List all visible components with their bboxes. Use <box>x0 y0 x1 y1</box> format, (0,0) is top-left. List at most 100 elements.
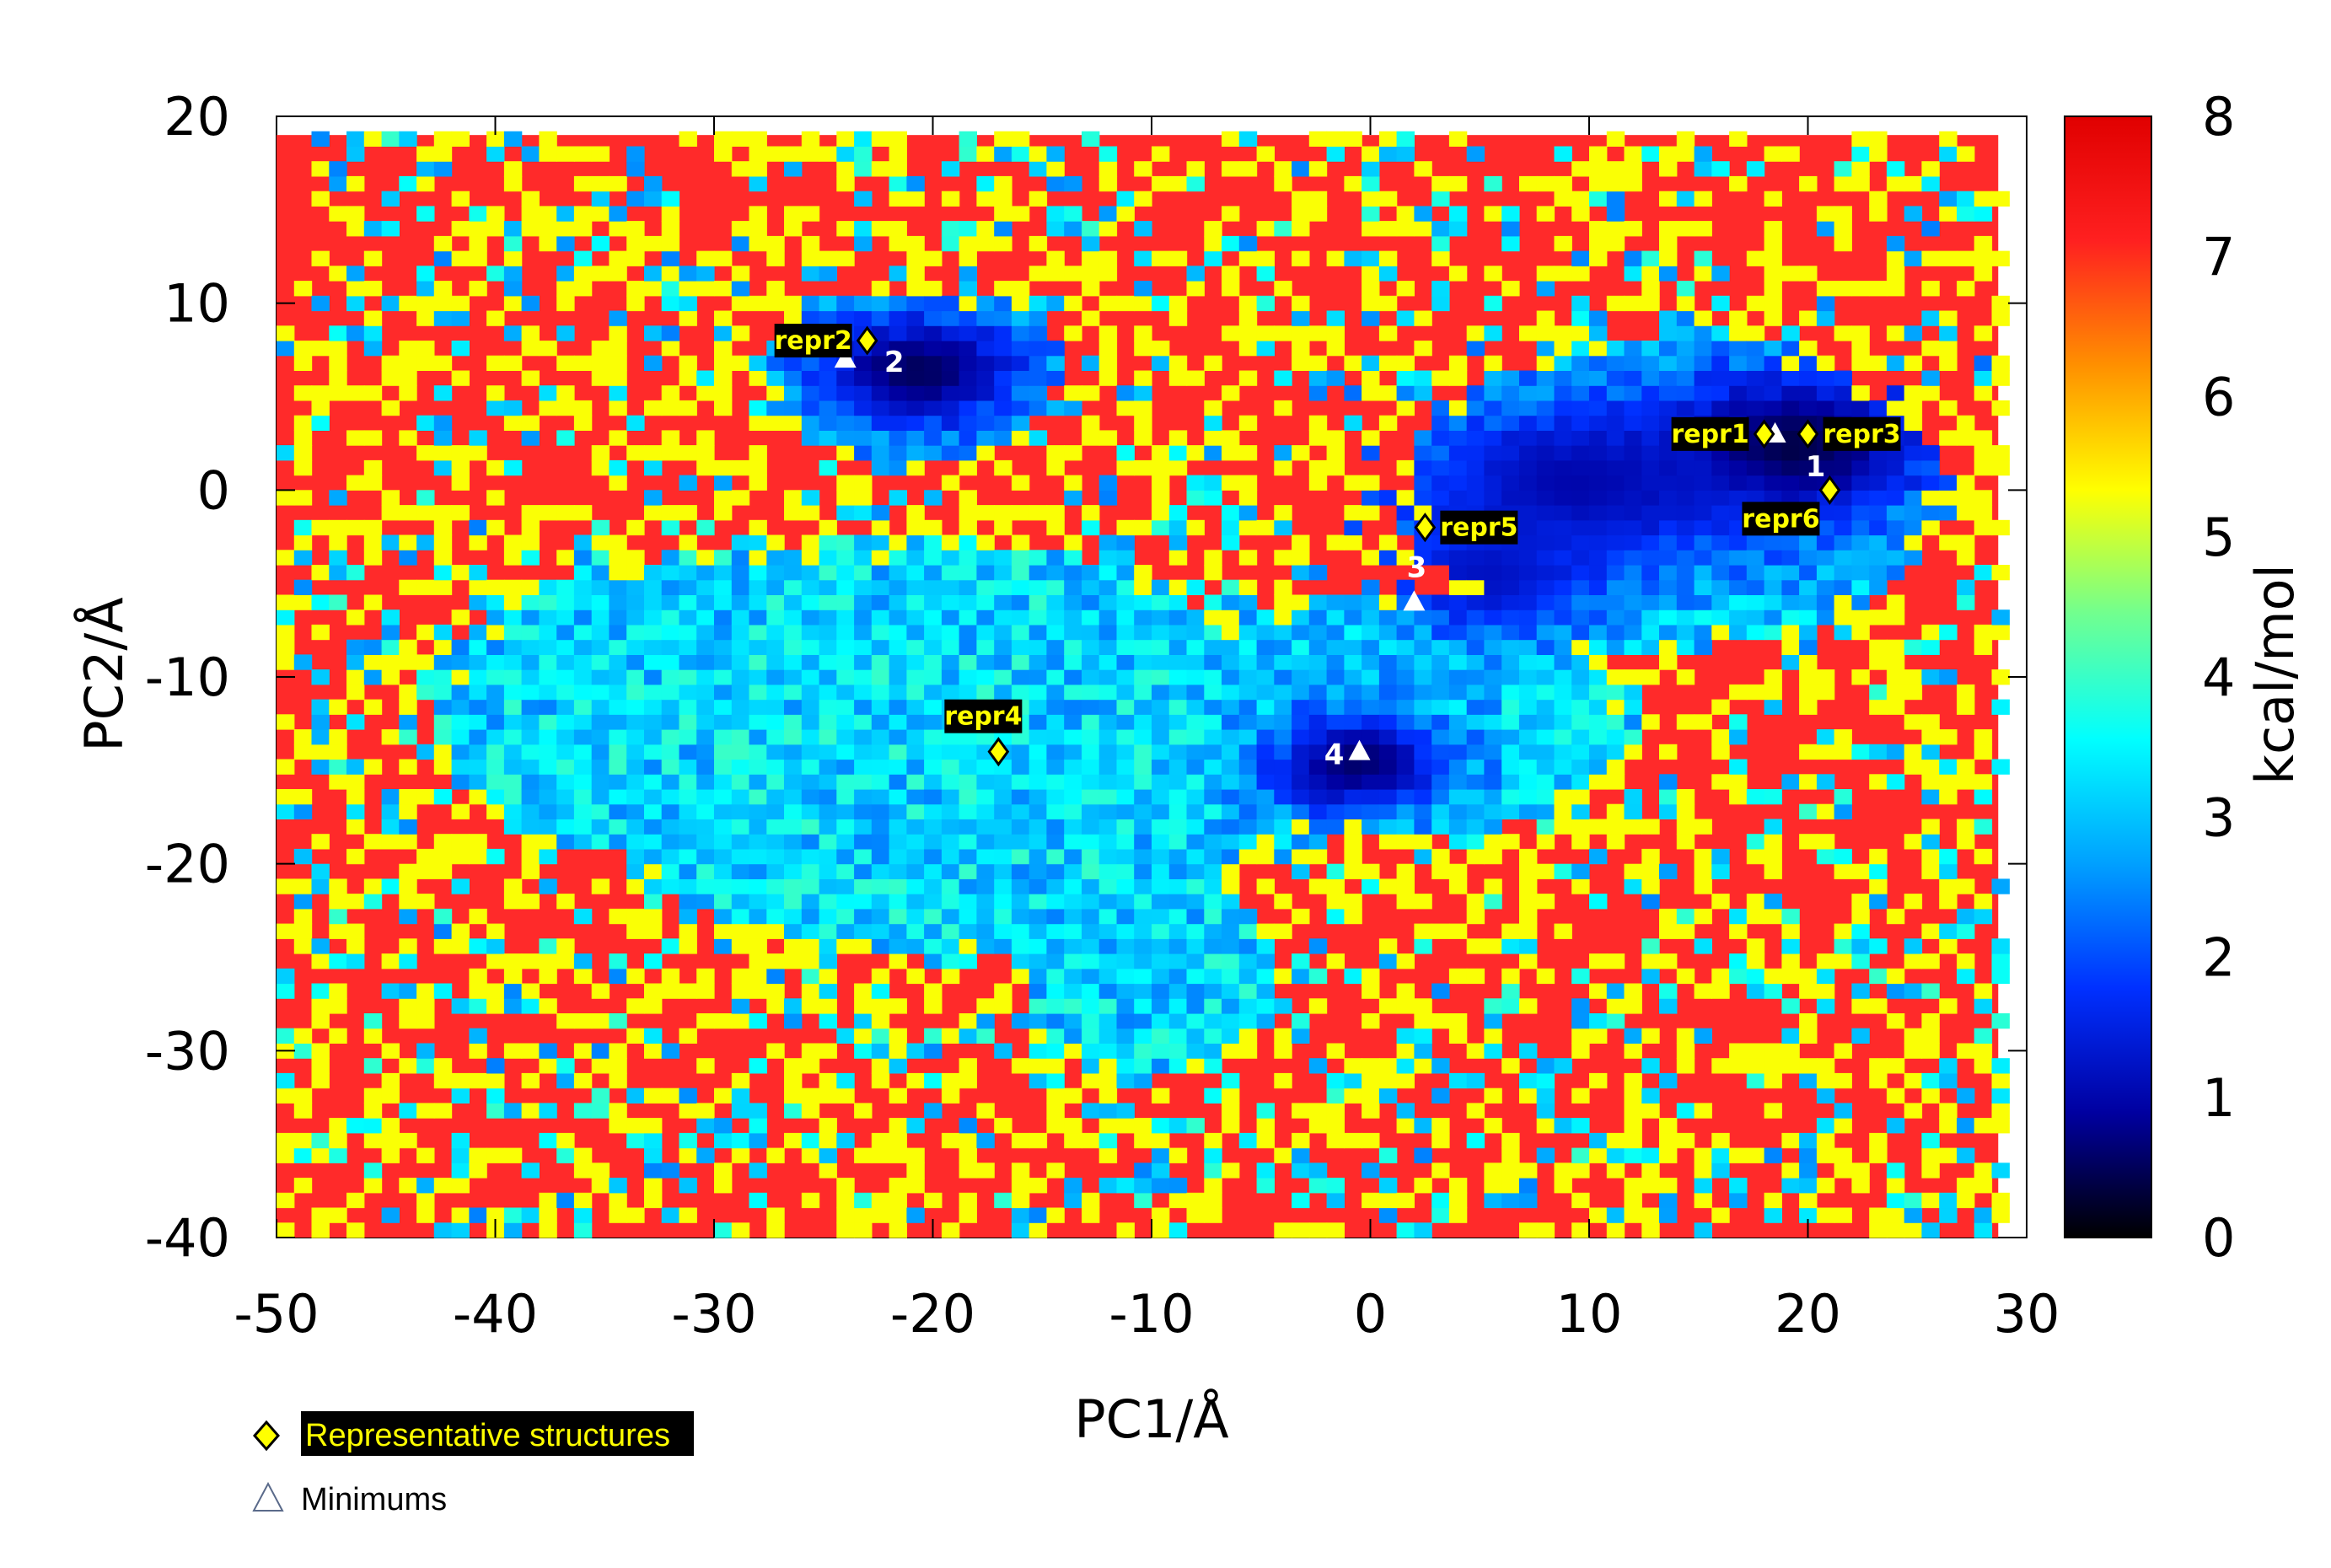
heatmap-cell <box>924 983 943 999</box>
heatmap-cell <box>1589 385 1608 401</box>
heatmap-cell <box>1292 1028 1310 1044</box>
heatmap-cell <box>1746 834 1765 850</box>
heatmap-cell <box>503 774 523 790</box>
heatmap-cell <box>503 459 523 476</box>
heatmap-cell <box>416 983 435 999</box>
heatmap-cell <box>1308 968 1328 985</box>
heatmap-cell <box>1606 983 1625 999</box>
heatmap-cell <box>1659 908 1678 925</box>
heatmap-cell <box>731 669 750 685</box>
heatmap-cell <box>1238 729 1258 745</box>
heatmap-cell <box>1362 878 1380 894</box>
heatmap-cell <box>1991 1072 2010 1089</box>
heatmap-cell <box>801 699 820 715</box>
heatmap-cell <box>679 759 697 775</box>
heatmap-cell <box>1396 550 1415 566</box>
heatmap-cell <box>906 295 925 312</box>
heatmap-cell <box>976 594 995 610</box>
heatmap-cell <box>591 355 610 371</box>
heatmap-cell <box>749 565 767 581</box>
heatmap-cell <box>784 1072 803 1089</box>
heatmap-cell <box>573 1207 593 1223</box>
heatmap-cell <box>1676 221 1695 237</box>
heatmap-cell <box>976 400 995 416</box>
heatmap-cell <box>1834 400 1852 416</box>
heatmap-cell <box>679 355 697 371</box>
heatmap-cell <box>1799 565 1818 581</box>
heatmap-cell <box>1589 848 1608 865</box>
heatmap-cell <box>1676 550 1695 566</box>
heatmap-cell <box>801 759 820 775</box>
heatmap-cell <box>1186 1058 1205 1074</box>
heatmap-cell <box>871 1132 890 1149</box>
heatmap-cell <box>1624 1118 1642 1134</box>
heatmap-cell <box>1676 325 1695 341</box>
heatmap-cell <box>1921 729 1940 745</box>
heatmap-cell <box>644 729 663 745</box>
heatmap-cell <box>836 415 855 431</box>
heatmap-cell <box>784 908 803 925</box>
heatmap-cell <box>1641 295 1660 312</box>
heatmap-cell <box>976 789 995 805</box>
heatmap-cell <box>1362 355 1380 371</box>
heatmap-cell <box>766 1147 785 1163</box>
heatmap-cell <box>959 923 977 939</box>
heatmap-cell <box>1764 609 1782 626</box>
heatmap-cell <box>1098 370 1118 386</box>
heatmap-cell <box>1168 938 1188 954</box>
heatmap-cell <box>1152 684 1170 701</box>
heatmap-cell <box>346 938 365 954</box>
heatmap-cell <box>539 639 557 655</box>
heatmap-cell <box>573 1043 593 1059</box>
heatmap-cell <box>1711 370 1730 386</box>
heatmap-cell <box>1939 923 1958 939</box>
heatmap-cell <box>1641 1207 1660 1223</box>
heatmap-cell <box>1974 789 1993 805</box>
heatmap-cell <box>1501 684 1520 701</box>
heatmap-cell <box>1222 863 1240 879</box>
heatmap-cell <box>277 609 295 626</box>
heatmap-cell <box>1238 1013 1258 1029</box>
heatmap-cell <box>1362 1013 1380 1029</box>
heatmap-cell <box>416 1013 435 1029</box>
heatmap-cell <box>1589 161 1608 177</box>
heatmap-cell <box>293 490 313 506</box>
heatmap-cell <box>1116 445 1135 461</box>
heatmap-cell <box>626 250 645 266</box>
heatmap-cell <box>731 281 750 297</box>
heatmap-cell <box>644 878 663 894</box>
heatmap-cell <box>1292 250 1310 266</box>
heatmap-cell <box>1781 146 1800 162</box>
heatmap-cell <box>1326 1192 1345 1209</box>
heatmap-cell <box>784 609 803 626</box>
heatmap-cell <box>1711 848 1730 865</box>
heatmap-cell <box>1676 714 1695 730</box>
heatmap-cell <box>941 550 960 566</box>
heatmap-cell <box>924 1192 943 1209</box>
heatmap-cell <box>1064 475 1082 491</box>
heatmap-cell <box>976 834 995 850</box>
heatmap-cell <box>416 175 435 192</box>
heatmap-cell <box>1659 624 1678 641</box>
heatmap-cell <box>889 938 907 954</box>
heatmap-cell <box>1641 430 1660 446</box>
heatmap-cell <box>1046 341 1065 357</box>
heatmap-cell <box>399 819 417 835</box>
heatmap-cell <box>731 744 750 760</box>
heatmap-cell <box>1204 938 1222 954</box>
heatmap-cell <box>1659 1072 1678 1089</box>
heatmap-cell <box>1554 789 1572 805</box>
heatmap-cell <box>346 1118 365 1134</box>
heatmap-cell <box>1134 161 1152 177</box>
heatmap-cell <box>486 1103 505 1119</box>
heatmap-cell <box>749 235 767 252</box>
heatmap-cell <box>836 789 855 805</box>
heatmap-cell <box>1571 266 1590 282</box>
heatmap-cell <box>1326 1178 1345 1194</box>
heatmap-cell <box>381 400 400 416</box>
heatmap-cell <box>399 295 417 312</box>
heatmap-cell <box>381 803 400 819</box>
heatmap-cell <box>1501 1058 1520 1074</box>
heatmap-cell <box>1799 445 1818 461</box>
heatmap-cell <box>539 505 557 521</box>
